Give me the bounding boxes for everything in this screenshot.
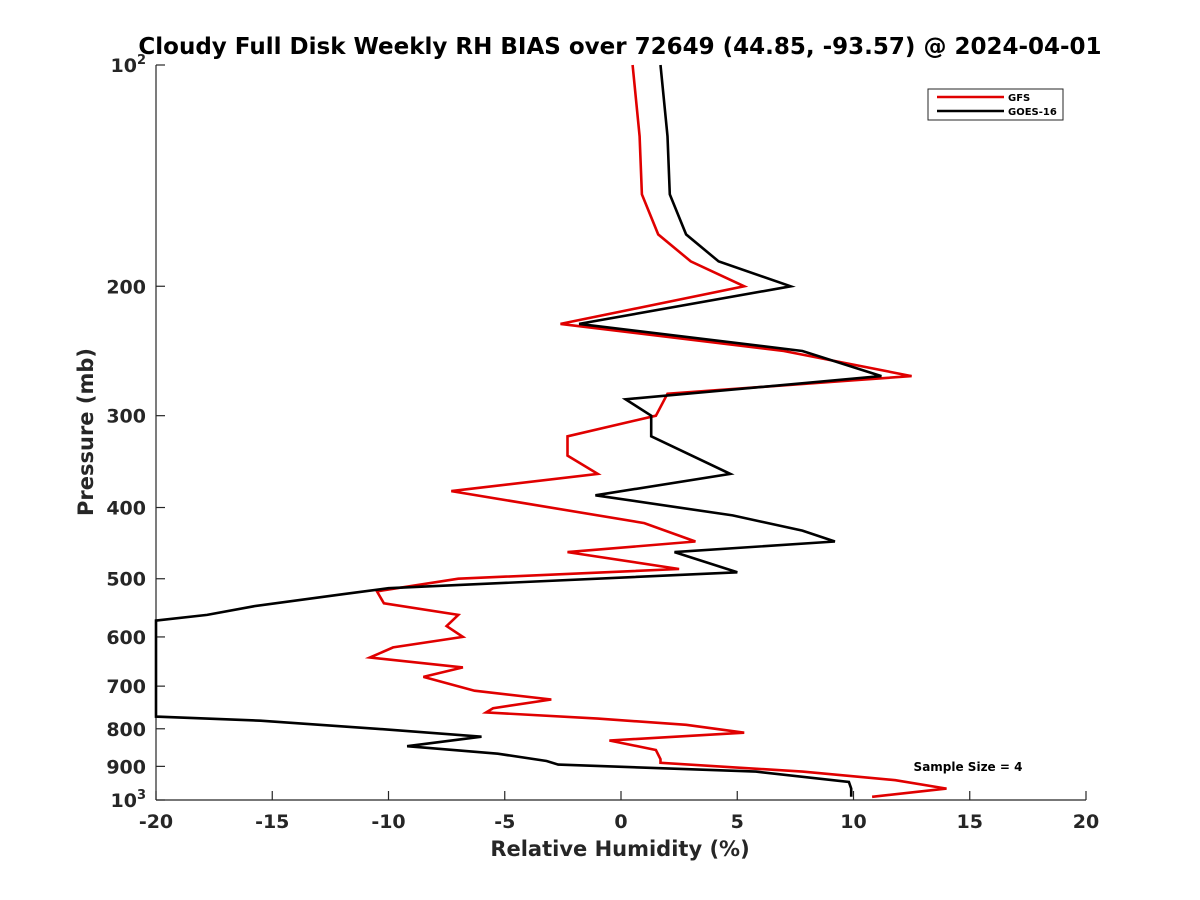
plot-area: -20 -15 -10 -5 0 5 10 15 20 10220030040050060070… (106, 53, 1099, 833)
y-tick-exponent: 2 (137, 53, 146, 68)
x-tick-label: -20 (139, 811, 173, 833)
x-tick-label: -10 (371, 811, 405, 833)
y-tick-base: 500 (106, 569, 146, 591)
y-tick-base: 200 (106, 276, 146, 298)
x-tick-label: 20 (1073, 811, 1099, 833)
y-tick-base: 300 (106, 406, 146, 428)
series-line-goes-16 (154, 64, 882, 797)
x-ticks: -20 -15 -10 -5 0 5 10 15 20 (139, 791, 1099, 833)
series-layer (154, 64, 947, 799)
x-tick-label: -5 (494, 811, 515, 833)
sample-size-annotation: Sample Size = 4 (914, 760, 1023, 774)
y-tick-exponent: 3 (137, 788, 146, 803)
legend: GFS GOES-16 (927, 88, 1064, 121)
y-tick-label: 900 (106, 756, 146, 778)
y-tick-base: 10 (111, 790, 137, 812)
x-tick-label: 5 (731, 811, 744, 833)
y-tick-label: 800 (106, 719, 146, 741)
legend-label: GOES-16 (1008, 107, 1057, 118)
y-tick-label: 103 (111, 788, 147, 812)
x-tick-label: 0 (614, 811, 627, 833)
series-line-gfs (364, 64, 947, 799)
y-tick-label: 500 (106, 569, 146, 591)
legend-label: GFS (1008, 93, 1030, 104)
y-axis-label: Pressure (mb) (74, 348, 98, 516)
x-tick-label: 15 (957, 811, 983, 833)
x-tick-label: -15 (255, 811, 289, 833)
y-tick-base: 800 (106, 719, 146, 741)
chart-title: Cloudy Full Disk Weekly RH BIAS over 726… (138, 34, 1101, 60)
y-tick-label: 300 (106, 406, 146, 428)
y-tick-base: 900 (106, 756, 146, 778)
y-tick-base: 400 (106, 498, 146, 520)
x-tick-label: 10 (840, 811, 866, 833)
legend-box (927, 88, 1064, 121)
y-tick-label: 102 (111, 53, 147, 77)
y-tick-label: 700 (106, 676, 146, 698)
y-tick-base: 700 (106, 676, 146, 698)
y-tick-label: 200 (106, 276, 146, 298)
y-tick-base: 10 (111, 55, 137, 77)
y-tick-label: 600 (106, 627, 146, 649)
y-tick-label: 400 (106, 498, 146, 520)
y-tick-base: 600 (106, 627, 146, 649)
x-axis-label: Relative Humidity (%) (490, 837, 749, 861)
